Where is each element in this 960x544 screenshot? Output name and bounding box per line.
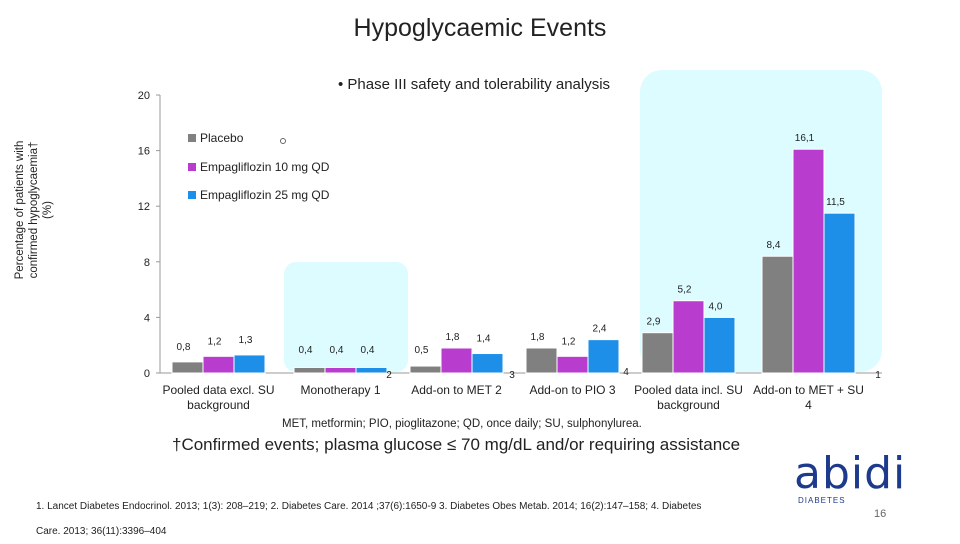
legend-entry: Empagliflozin 25 mg QD <box>200 188 330 202</box>
y-tick-label: 0 <box>144 368 150 380</box>
y-tick-label: 8 <box>144 257 150 269</box>
bar-value-label: 1,4 <box>477 334 491 345</box>
y-tick-label: 12 <box>138 201 150 213</box>
bar-value-label: 0,8 <box>177 342 191 353</box>
legend-swatch <box>188 134 196 142</box>
legend-marker-circle-icon <box>280 138 286 144</box>
bar-empagliflozin-25-mg-qd-4 <box>703 316 736 374</box>
bar-placebo-0 <box>171 361 204 374</box>
bar-value-label: 0,4 <box>361 345 375 356</box>
bar-placebo-5 <box>761 255 794 374</box>
confirmed-events-note: †Confirmed events; plasma glucose ≤ 70 m… <box>172 435 741 454</box>
bar-value-label: 11,5 <box>826 197 845 208</box>
bar-empagliflozin-10-mg-qd-1 <box>324 366 357 374</box>
bar-empagliflozin-10-mg-qd-4 <box>672 300 705 374</box>
x-category-label: Pooled data incl. SU <box>634 383 743 397</box>
abbreviation-footnote: MET, metformin; PIO, pioglitazone; QD, o… <box>282 418 642 430</box>
bar-empagliflozin-25-mg-qd-0 <box>233 354 266 374</box>
y-axis-label-line1: Percentage of patients with <box>14 140 26 280</box>
highlight-panel-monotherapy <box>284 262 408 372</box>
legend-entry: Empagliflozin 10 mg QD <box>200 160 330 174</box>
bar-value-label: 1,2 <box>562 336 576 347</box>
x-category-label: background <box>187 398 250 412</box>
bar-placebo-1 <box>293 366 326 374</box>
bar-value-label: 1,2 <box>208 336 222 347</box>
logo-subtitle: DIABETES <box>798 496 846 505</box>
references: 1. Lancet Diabetes Endocrinol. 2013; 1(3… <box>36 494 796 544</box>
abidi-logo: abidi DIABETES <box>794 448 907 506</box>
x-category-label: Add-on to MET 2 <box>411 383 502 397</box>
bar-empagliflozin-10-mg-qd-2 <box>440 347 473 374</box>
y-axis-label-line2: confirmed hypoglycaemia† (%) <box>28 141 54 279</box>
bar-value-label: 8,4 <box>767 240 781 251</box>
bar-value-label: 1,8 <box>446 332 460 343</box>
bar-empagliflozin-10-mg-qd-0 <box>202 355 235 374</box>
bar-value-label: 2,9 <box>647 317 661 328</box>
bar-empagliflozin-10-mg-qd-5 <box>792 148 825 374</box>
slide-title: Hypoglycaemic Events <box>353 14 607 42</box>
stray-number-label: 4 <box>623 367 629 378</box>
x-category-label: Pooled data excl. SU <box>162 383 274 397</box>
bar-value-label: 4,0 <box>709 301 723 312</box>
bar-empagliflozin-25-mg-qd-1 <box>355 366 388 374</box>
bar-value-label: 1,8 <box>531 332 545 343</box>
x-category-label: Add-on to MET + SU <box>753 383 864 397</box>
x-category-label: Add-on to PIO 3 <box>529 383 615 397</box>
y-tick-label: 16 <box>138 146 150 158</box>
stray-number-label: 1 <box>875 370 881 381</box>
bar-value-label: 0,5 <box>415 345 429 356</box>
bar-empagliflozin-25-mg-qd-2 <box>471 353 504 374</box>
legend-entry: Placebo <box>200 131 244 145</box>
x-category-label: background <box>657 398 720 412</box>
bar-placebo-3 <box>525 347 558 374</box>
y-tick-label: 4 <box>144 312 150 324</box>
bar-value-label: 0,4 <box>299 345 313 356</box>
reference-line-2: Care. 2013; 36(11):3396–404 <box>36 526 167 537</box>
stray-number-label: 3 <box>509 370 515 381</box>
bar-empagliflozin-25-mg-qd-5 <box>823 212 856 374</box>
bar-value-label: 0,4 <box>330 345 344 356</box>
bar-placebo-4 <box>641 332 674 374</box>
legend-swatch <box>188 163 196 171</box>
x-category-label: 4 <box>805 398 812 412</box>
bar-empagliflozin-10-mg-qd-3 <box>556 355 589 374</box>
bar-value-label: 2,4 <box>593 324 607 335</box>
stray-number-label: 2 <box>386 370 392 381</box>
page-number: 16 <box>874 508 887 520</box>
bar-value-label: 1,3 <box>239 335 253 346</box>
legend-swatch <box>188 191 196 199</box>
bar-value-label: 16,1 <box>795 133 815 144</box>
reference-line-1: 1. Lancet Diabetes Endocrinol. 2013; 1(3… <box>36 501 702 512</box>
bar-empagliflozin-25-mg-qd-3 <box>587 339 620 374</box>
y-axis-label: Percentage of patients with confirmed hy… <box>13 140 55 280</box>
y-tick-label: 20 <box>138 90 150 102</box>
logo-wordmark: abidi <box>794 448 907 499</box>
x-category-label: Monotherapy 1 <box>300 383 380 397</box>
bar-placebo-2 <box>409 365 442 374</box>
bullet-text: • Phase III safety and tolerability anal… <box>338 76 611 93</box>
bar-value-label: 5,2 <box>678 285 692 296</box>
